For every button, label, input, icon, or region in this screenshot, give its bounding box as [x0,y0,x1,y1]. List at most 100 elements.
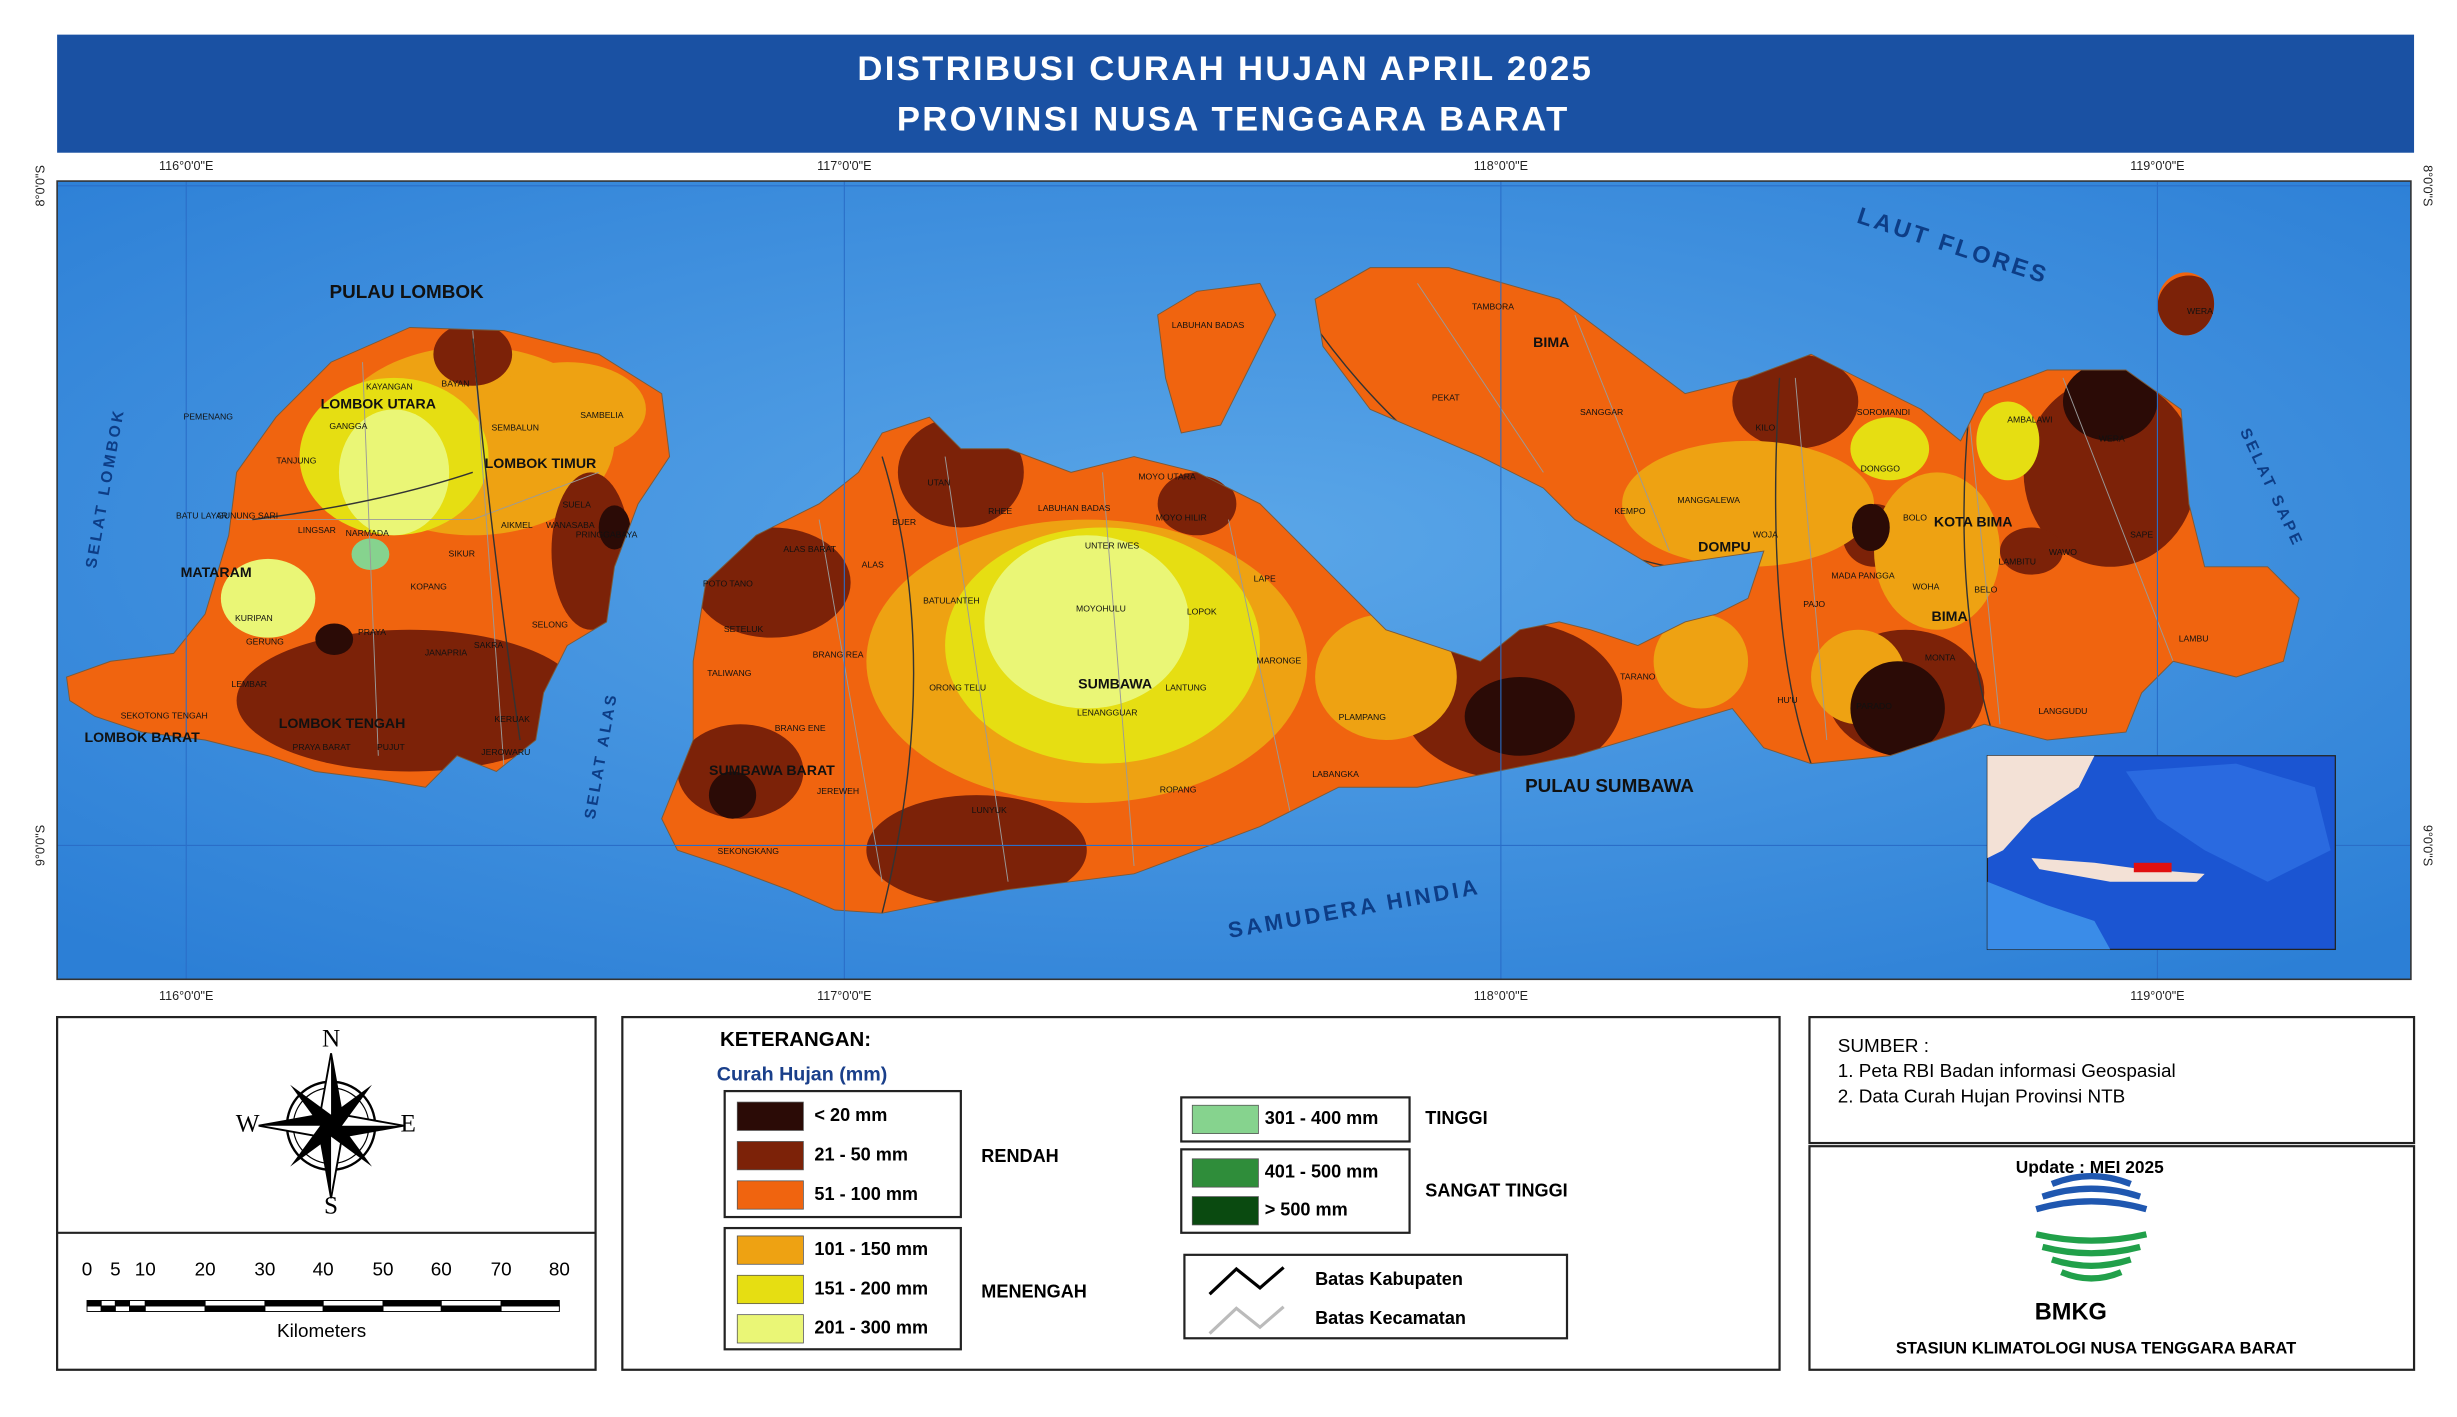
place-label: KOTA BIMA [1934,514,2013,530]
place-label: PULAU SUMBAWA [1525,776,1694,797]
place-label: PAJO [1803,599,1825,609]
place-label: WOJA [1753,530,1778,540]
rain-zone [708,771,757,819]
legend-group: MENENGAH [981,1281,1087,1301]
place-label: PRAYA [358,627,386,637]
place-label: DOMPU [1698,540,1751,556]
legend-swatch [736,1101,804,1131]
place-label: KOPANG [411,582,448,592]
place-label: SOROMANDI [1857,407,1910,417]
lon-label: 118°0'0"E [1474,989,1528,1003]
inset-land [1987,755,2095,859]
scale-segment [129,1305,146,1312]
place-label: SIKUR [449,548,475,558]
place-label: SUELA [563,500,592,510]
rain-zone [1732,354,1859,449]
district-boundary [362,362,379,756]
legend-label: 301 - 400 mm [1265,1108,1379,1128]
district-boundary [1417,283,1544,473]
legend-line-label: Batas Kabupaten [1315,1269,1463,1289]
place-label: MARONGE [1257,656,1302,666]
logo-text: BMKG [2035,1299,2107,1325]
place-label: SUMBAWA BARAT [709,763,835,779]
place-label: PUJUT [377,742,406,752]
place-label: LAMBU [2179,634,2209,644]
place-label: UTAN [927,478,950,488]
coastline [66,327,671,788]
place-label: BATU LAYAR [176,511,228,521]
district-boundary [1794,377,1828,741]
scale-label: 10 [135,1260,156,1281]
place-label: LENANGGUAR [1077,708,1138,718]
place-label: KURIPAN [235,613,273,623]
place-label: LUNYUK [972,805,1007,815]
lat-label: 9°0'0"S [2420,825,2434,866]
compass-star [290,1084,373,1167]
scale-label: 40 [313,1260,334,1281]
legend-label: 51 - 100 mm [814,1184,918,1204]
logo-arc [2050,1256,2132,1270]
header-bar [57,34,2415,153]
place-label: MONTA [1925,652,1956,662]
rain-zone [1874,472,2000,630]
scale-segment [322,1305,384,1312]
legend-group: TINGGI [1425,1108,1487,1128]
rain-zone [1315,614,1457,740]
place-label: BRANG ENE [775,723,826,733]
logo-arc [2035,1231,2148,1244]
place-label: TANJUNG [276,456,316,466]
place-label: AMBALAWI [2007,415,2052,425]
scale-segment [382,1305,442,1312]
place-label: HU'U [1777,695,1797,705]
place-label: SETELUK [724,624,764,634]
place-label: PLAMPANG [1339,712,1387,722]
place-label: SUMBAWA [1078,677,1152,693]
scale-segment [86,1300,102,1307]
legend-panel [621,1015,1781,1371]
place-label: LABUHAN BADAS [1038,503,1111,513]
rain-zone [1850,661,1945,756]
place-label: LABANGKA [1312,769,1359,779]
place-label: SAMBELIA [580,410,623,420]
legend-label: < 20 mm [814,1105,887,1125]
district-boundary [1574,314,1670,552]
rain-zone [2157,275,2221,339]
scale-segment [322,1300,384,1307]
legend-line-sample [1208,1266,1285,1296]
rain-zone [1157,472,1237,536]
place-label: WOHA [1913,582,1940,592]
scale-segment [500,1300,560,1307]
rain-zone [984,535,1190,709]
scale-label: 50 [373,1260,394,1281]
place-label: ALAS BARAT [783,544,836,554]
place-label: MOYO HILIR [1156,512,1207,522]
place-label: TALIWANG [707,668,751,678]
place-label: LOMBOK UTARA [321,396,436,412]
logo-arc [2035,1198,2148,1213]
place-label: GUNUNG SARI [217,511,278,521]
place-label: SAPE [2130,530,2153,540]
district-boundary [2062,377,2174,662]
legend-group-box [723,1089,962,1219]
scale-segment [86,1305,102,1312]
legend-group-box [1180,1148,1411,1234]
place-label: JANAPRIA [425,648,467,658]
place-label: KEMPO [1614,506,1645,516]
station: STASIUN KLIMATOLOGI NUSA TENGGARA BARAT [1896,1339,2296,1358]
place-label: BOLO [1903,512,1927,522]
place-label: SANGGAR [1580,407,1623,417]
legend-label: 401 - 500 mm [1265,1162,1379,1182]
rain-zone [1976,401,2040,481]
rain-zone [1622,440,1875,567]
compass-e: E [401,1111,416,1138]
district-boundary [944,456,1009,882]
place-label: SEKOTONG TENGAH [121,711,208,721]
source-item: 2. Data Curah Hujan Provinsi NTB [1838,1086,2125,1107]
regency-boundary [252,471,473,521]
rain-zone [598,505,631,550]
place-label: BUER [892,517,916,527]
scale-segment [129,1300,146,1307]
place-label: MANGGALEWA [1677,495,1740,505]
place-label: BIMA [1932,609,1968,625]
